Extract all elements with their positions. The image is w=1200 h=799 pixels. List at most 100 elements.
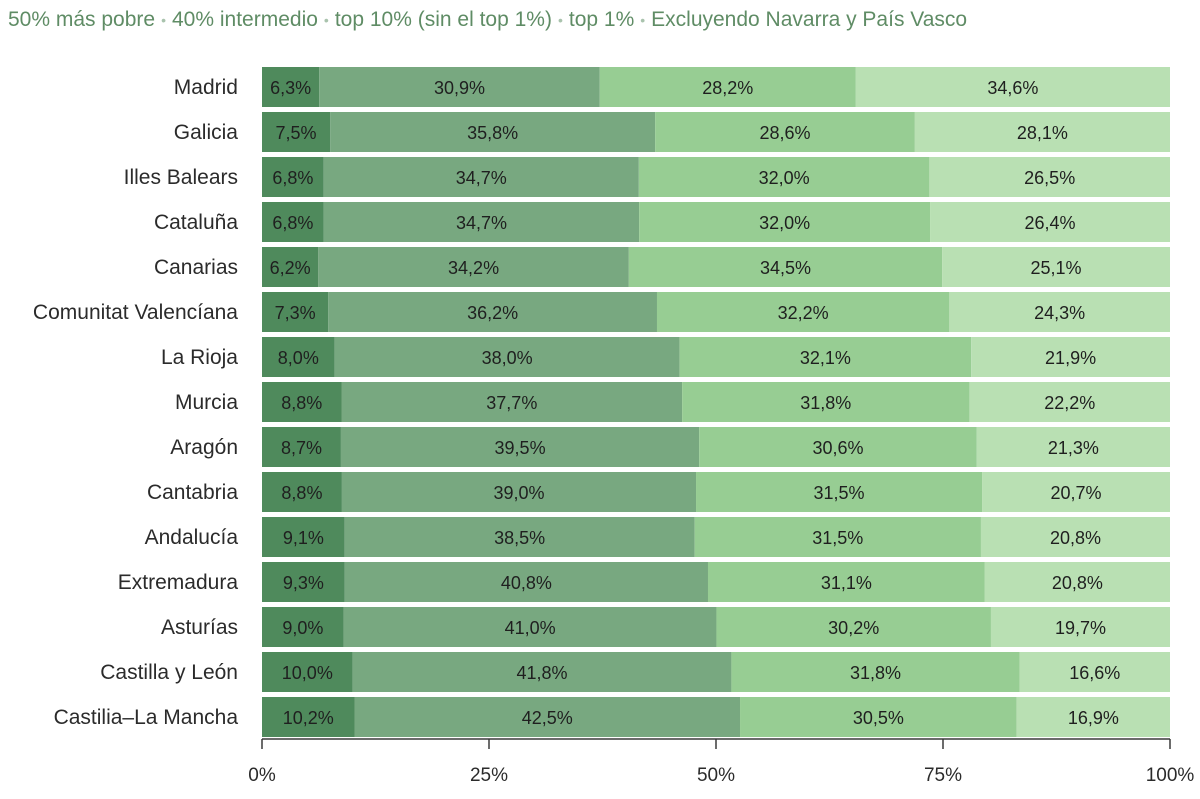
- bar-segment: [262, 427, 341, 467]
- bar-segment: [628, 247, 943, 287]
- data-label: 24,3%: [1034, 303, 1085, 323]
- data-label: 34,7%: [456, 213, 507, 233]
- data-label: 26,4%: [1025, 213, 1076, 233]
- data-label: 9,3%: [283, 573, 324, 593]
- data-label: 28,1%: [1017, 123, 1068, 143]
- bar-segment: [344, 517, 695, 557]
- data-label: 32,1%: [800, 348, 851, 368]
- bar-segment: [914, 112, 1170, 152]
- bar-segment: [262, 607, 344, 647]
- bar-segment: [971, 337, 1170, 377]
- category-label: Galicia: [174, 121, 239, 144]
- bar-segment: [341, 472, 697, 512]
- legend-item-poorest-50: 50% más pobre: [8, 8, 156, 31]
- data-label: 36,2%: [467, 303, 518, 323]
- bar-segment: [929, 157, 1170, 197]
- bar-segment: [262, 67, 320, 107]
- bar-segment: [343, 607, 717, 647]
- bar-segment: [318, 247, 629, 287]
- data-label: 8,7%: [281, 438, 322, 458]
- data-label: 32,0%: [759, 213, 810, 233]
- data-label: 34,6%: [987, 78, 1038, 98]
- bar-segment: [262, 112, 331, 152]
- bar-segment: [740, 697, 1017, 737]
- bar-segment: [262, 157, 324, 197]
- chart-legend: 50% más pobre • 40% intermedio • top 10% (si…: [8, 8, 968, 31]
- data-label: 32,2%: [778, 303, 829, 323]
- data-label: 6,8%: [272, 213, 313, 233]
- data-label: 28,6%: [759, 123, 810, 143]
- bar-segment: [262, 652, 353, 692]
- category-label: Andalucía: [145, 526, 239, 549]
- bar-segment: [942, 247, 1170, 287]
- data-label: 8,8%: [281, 393, 322, 413]
- bar-segment: [340, 427, 700, 467]
- bar-segment: [855, 67, 1170, 107]
- data-label: 41,8%: [516, 663, 567, 683]
- data-label: 10,0%: [282, 663, 333, 683]
- bar-segment: [930, 202, 1170, 242]
- category-label: Extremadura: [118, 571, 239, 594]
- data-label: 19,7%: [1055, 618, 1106, 638]
- data-label: 20,8%: [1050, 528, 1101, 548]
- bar-segment: [679, 337, 972, 377]
- bar-segment: [262, 517, 345, 557]
- x-tick-label: 50%: [697, 765, 735, 786]
- data-label: 28,2%: [702, 78, 753, 98]
- category-label: Madrid: [174, 76, 238, 99]
- bar-segment: [262, 292, 329, 332]
- data-label: 34,5%: [760, 258, 811, 278]
- data-label: 37,7%: [486, 393, 537, 413]
- bar-segment: [990, 607, 1170, 647]
- bar-segment: [980, 517, 1170, 557]
- data-label: 39,5%: [495, 438, 546, 458]
- data-label: 21,9%: [1045, 348, 1096, 368]
- data-label: 34,2%: [448, 258, 499, 278]
- bar-segment: [341, 382, 683, 422]
- x-tick-label: 25%: [470, 765, 508, 786]
- data-label: 34,7%: [456, 168, 507, 188]
- bar-segment: [694, 517, 981, 557]
- data-label: 30,5%: [853, 708, 904, 728]
- bar-segment: [344, 562, 708, 602]
- category-label: Cantabria: [147, 481, 238, 504]
- data-label: 32,0%: [759, 168, 810, 188]
- bar-segment: [262, 337, 335, 377]
- legend-item-top-10: top 10% (sin el top 1%): [334, 8, 552, 31]
- x-tick-label: 0%: [248, 765, 276, 786]
- category-label: Cataluña: [154, 211, 238, 234]
- category-label: Murcia: [175, 391, 238, 414]
- data-label: 31,5%: [812, 528, 863, 548]
- bar-segment: [262, 562, 345, 602]
- bar-segment: [354, 697, 741, 737]
- legend-item-top-1: top 1%: [568, 8, 635, 31]
- data-label: 30,9%: [434, 78, 485, 98]
- bar-segment: [352, 652, 732, 692]
- category-label: La Rioja: [161, 346, 238, 369]
- bar-segment: [262, 697, 355, 737]
- bar-segment: [262, 247, 319, 287]
- data-label: 7,3%: [275, 303, 316, 323]
- data-label: 6,8%: [272, 168, 313, 188]
- bar-segment: [262, 202, 324, 242]
- bar-segment: [976, 427, 1170, 467]
- data-label: 10,2%: [283, 708, 334, 728]
- data-label: 16,6%: [1069, 663, 1120, 683]
- bar-segment: [262, 382, 342, 422]
- data-label: 35,8%: [467, 123, 518, 143]
- x-tick-label: 100%: [1146, 765, 1195, 786]
- category-label: Asturías: [161, 616, 238, 639]
- x-tick-label: 75%: [924, 765, 962, 786]
- data-label: 9,1%: [283, 528, 324, 548]
- bar-segment: [969, 382, 1170, 422]
- data-label: 31,1%: [821, 573, 872, 593]
- bar-segment: [323, 202, 640, 242]
- data-label: 30,6%: [812, 438, 863, 458]
- data-label: 42,5%: [522, 708, 573, 728]
- bar-segment: [707, 562, 985, 602]
- data-label: 16,9%: [1068, 708, 1119, 728]
- data-label: 6,3%: [270, 78, 311, 98]
- bar-segment: [1016, 697, 1170, 737]
- data-label: 26,5%: [1024, 168, 1075, 188]
